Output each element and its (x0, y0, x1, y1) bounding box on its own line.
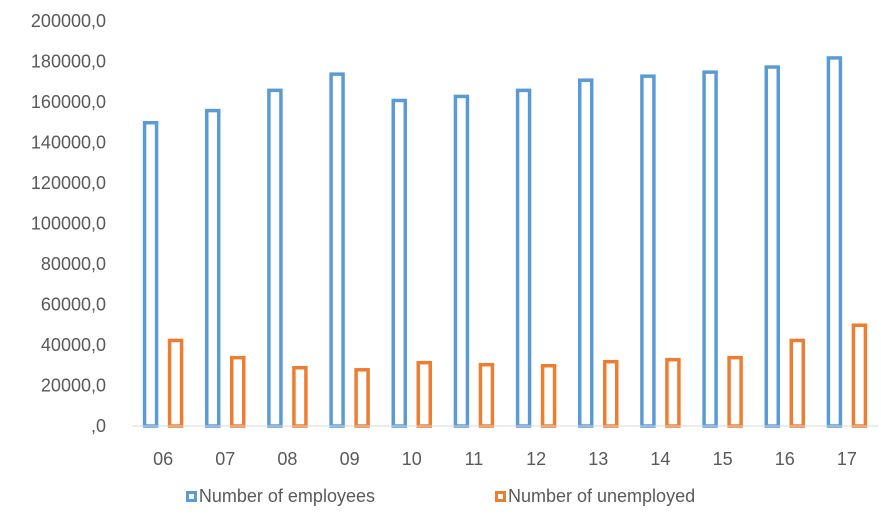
legend: Number of employees Number of unemployed (0, 486, 881, 507)
bar-unemployed (851, 323, 868, 428)
y-tick-label: 120000,0 (31, 173, 106, 193)
bar-employees (391, 98, 407, 428)
bar-unemployed (292, 366, 308, 428)
bar-unemployed (727, 355, 743, 428)
bar-employees (826, 56, 843, 428)
bar-employees (142, 120, 159, 428)
x-tick-label: 16 (775, 449, 795, 469)
bar-employees (267, 88, 283, 428)
bar-unemployed (603, 359, 619, 428)
bar-unemployed (789, 338, 805, 428)
x-tick-label: 09 (340, 449, 360, 469)
y-axis: ,0 20000,0 40000,0 60000,0 80000,0 100000,0 12… (31, 11, 106, 436)
legend-label-employees: Number of employees (198, 486, 375, 506)
y-tick-label: 80000,0 (41, 254, 106, 274)
x-tick-label: 10 (402, 449, 422, 469)
y-tick-label: 180000,0 (31, 52, 106, 72)
bar-employees (640, 74, 656, 428)
bar-unemployed (665, 357, 681, 428)
x-tick-label: 06 (153, 449, 173, 469)
bar-unemployed (416, 360, 432, 428)
bar-unemployed (540, 363, 557, 428)
bar-employees (329, 72, 345, 428)
y-tick-label: 100000,0 (31, 214, 106, 234)
bar-unemployed (478, 362, 495, 428)
y-tick-label: 160000,0 (31, 92, 106, 112)
x-tick-label: 13 (588, 449, 608, 469)
x-tick-label: 17 (837, 449, 857, 469)
bar-unemployed (354, 368, 370, 428)
legend-item-unemployed: Number of unemployed (494, 486, 696, 507)
x-tick-label: 07 (215, 449, 235, 469)
y-tick-label: ,0 (91, 416, 106, 436)
x-tick-label: 12 (526, 449, 546, 469)
legend-item-employees: Number of employees (185, 486, 375, 507)
x-axis: 06 07 08 09 10 11 12 13 14 15 16 17 (132, 425, 878, 469)
legend-swatch-employees (185, 491, 197, 502)
bars (142, 56, 868, 428)
bar-employees (764, 65, 780, 428)
chart-plot: ,0 20000,0 40000,0 60000,0 80000,0 100000,0 12… (31, 11, 878, 469)
y-tick-label: 200000,0 (31, 11, 106, 31)
y-tick-label: 40000,0 (41, 335, 106, 355)
y-tick-label: 60000,0 (41, 295, 106, 315)
bar-employees (702, 70, 718, 428)
x-tick-label: 08 (277, 449, 297, 469)
legend-swatch-unemployed (494, 491, 506, 502)
bar-employees (453, 94, 470, 428)
bar-employees (578, 78, 594, 428)
bar-employees (205, 108, 221, 428)
bar-employees (515, 88, 532, 428)
x-tick-label: 14 (650, 449, 670, 469)
bar-unemployed (167, 338, 184, 428)
legend-label-unemployed: Number of unemployed (507, 486, 696, 506)
x-tick-label: 11 (465, 449, 484, 469)
y-tick-label: 20000,0 (41, 376, 106, 396)
bar-unemployed (230, 355, 246, 428)
y-tick-label: 140000,0 (31, 133, 106, 153)
x-tick-label: 15 (713, 449, 733, 469)
